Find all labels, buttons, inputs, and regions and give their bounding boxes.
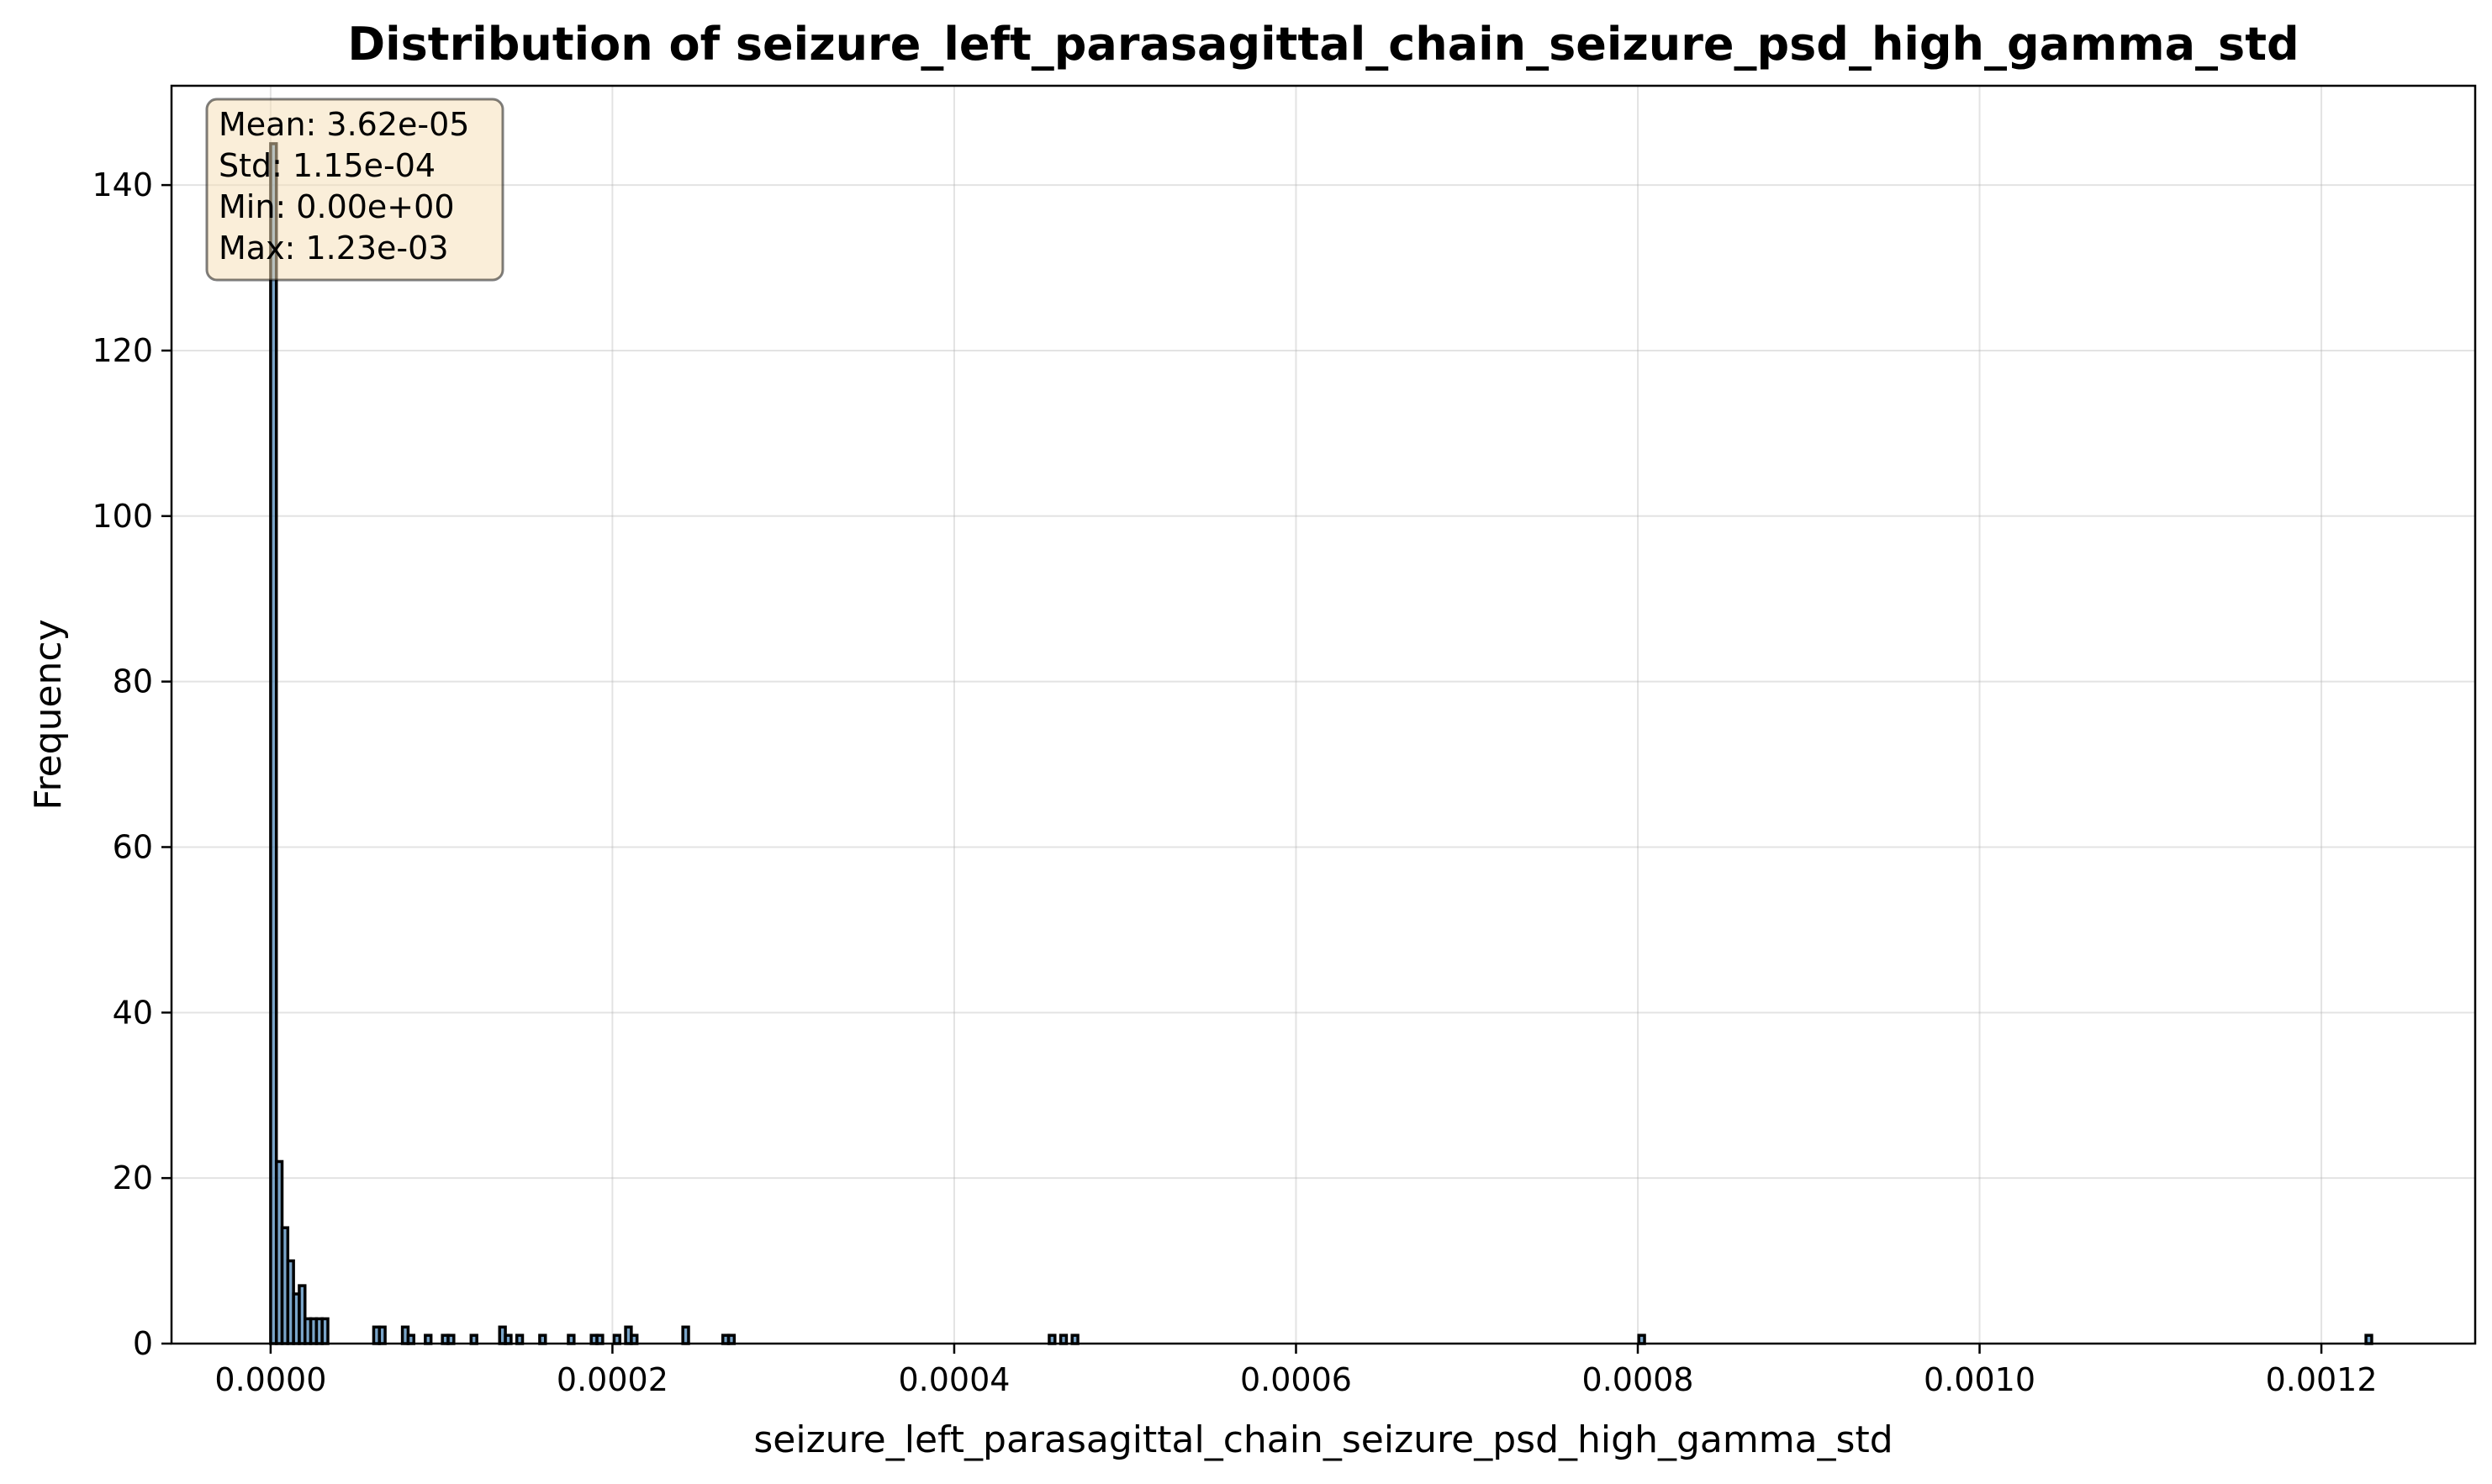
histogram-bar [630,1333,639,1345]
histogram-bar [320,1317,330,1345]
plot-frame [170,84,2477,1345]
x-tick-label: 0.0010 [1924,1361,2035,1398]
x-tick-label: 0.0000 [214,1361,326,1398]
histogram-bar [469,1333,478,1345]
stats-box: Mean: 3.62e-05 Std: 1.15e-04 Min: 0.00e+… [205,98,504,282]
histogram-bar [406,1333,415,1345]
grid-lines [172,86,2475,1344]
y-tick-label: 20 [113,1159,153,1196]
stats-max: Max: 1.23e-03 [219,230,449,267]
stats-min: Min: 0.00e+00 [219,188,455,225]
y-tick-label: 140 [92,166,153,203]
y-tick-label: 0 [133,1325,153,1362]
histogram-bar [2364,1333,2373,1345]
histogram-bar [538,1333,547,1345]
y-tick-label: 100 [92,498,153,535]
histogram-bars [269,142,2373,1345]
y-tick-label: 40 [113,994,153,1031]
histogram-bar [377,1325,387,1345]
histogram-bar [567,1333,576,1345]
histogram-bar [612,1333,622,1345]
stats-mean: Mean: 3.62e-05 [219,106,469,143]
x-axis-ticks: 0.0000 0.0002 0.0004 0.0006 0.0008 0.0010 0.00… [214,1344,2378,1398]
x-tick-label: 0.0008 [1582,1361,1694,1398]
histogram-bar [595,1333,605,1345]
x-tick-label: 0.0004 [898,1361,1010,1398]
y-axis-ticks: 0 20 40 60 80 100 120 140 [92,166,172,1362]
x-tick-label: 0.0006 [1240,1361,1352,1398]
y-tick-label: 120 [92,332,153,369]
y-axis-label: Frequency [27,619,70,810]
x-tick-label: 0.0002 [557,1361,668,1398]
histogram-bar [1637,1333,1646,1345]
chart-title: Distribution of seizure_left_parasagitta… [347,18,2299,71]
histogram-bar [515,1333,525,1345]
histogram-bar [446,1333,456,1345]
histogram-bar [504,1333,513,1345]
stats-std: Std: 1.15e-04 [219,147,436,184]
histogram-bar [1048,1333,1057,1345]
x-tick-label: 0.0012 [2266,1361,2378,1398]
histogram-bar [1070,1333,1080,1345]
y-tick-label: 60 [113,828,153,865]
histogram-bar [726,1333,737,1345]
histogram-bar [681,1325,690,1345]
histogram-bar [1059,1333,1069,1345]
stats-box-background [205,98,504,282]
histogram-bar [424,1333,433,1345]
y-tick-label: 80 [113,663,153,700]
x-axis-label: seizure_left_parasagittal_chain_seizure_… [753,1418,1893,1461]
